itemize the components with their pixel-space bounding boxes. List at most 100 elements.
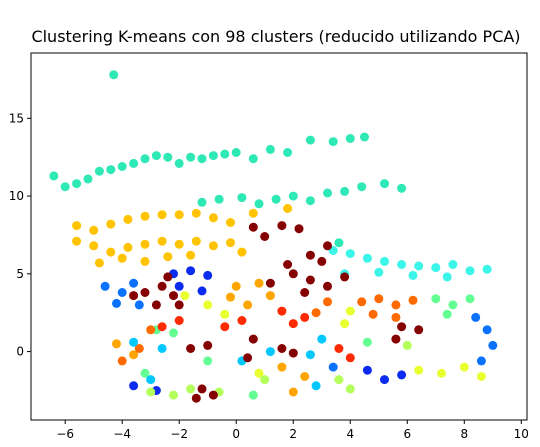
cluster-12-point-21	[397, 322, 407, 332]
cluster-8-point-0	[357, 297, 367, 307]
cluster-9-point-1	[300, 312, 310, 322]
cluster-10-point-3	[305, 350, 315, 360]
cluster-0-point-19	[265, 144, 275, 154]
cluster-7-point-7	[203, 356, 213, 366]
cluster-6-point-6	[437, 368, 446, 378]
chart-title: Clustering K-means con 98 clusters (redu…	[31, 27, 520, 46]
cluster-4-point-8	[476, 356, 486, 366]
cluster-4-point-0	[100, 281, 110, 291]
x-axis: −6 −4 −2 0 2 4 6 8 10	[56, 420, 529, 441]
cluster-7-point-9	[248, 390, 258, 400]
cluster-6-point-2	[220, 309, 230, 319]
cluster-12-point-18	[260, 232, 270, 241]
cluster-5-point-1	[254, 278, 264, 288]
cluster-12-point-6	[163, 272, 173, 282]
cluster-5-point-5	[277, 362, 287, 372]
cluster-9-point-8	[345, 353, 355, 363]
cluster-10-point-0	[129, 337, 139, 347]
cluster-4-point-5	[471, 312, 481, 322]
cluster-1-point-2	[106, 219, 116, 229]
cluster-0-point-26	[214, 194, 224, 204]
cluster-8-point-1	[374, 294, 384, 304]
cluster-0-point-8	[129, 158, 139, 168]
cluster-3-point-1	[186, 266, 196, 276]
cluster-12-point-31	[288, 348, 298, 358]
cluster-0-point-1	[49, 171, 59, 181]
x-tick-label: 8	[460, 427, 468, 441]
cluster-0-point-20	[283, 148, 293, 157]
cluster-0-point-15	[208, 151, 218, 161]
cluster-1-point-9	[226, 218, 235, 227]
cluster-5-point-4	[226, 292, 235, 302]
cluster-12-point-2	[151, 300, 161, 310]
cluster-0-point-14	[197, 154, 207, 164]
y-tick-label: 15	[9, 111, 24, 125]
cluster-0-point-5	[94, 166, 104, 176]
cluster-5-point-3	[243, 300, 253, 310]
cluster-8-point-9	[311, 308, 321, 318]
cluster-4-point-7	[488, 340, 498, 350]
cluster-5-point-8	[112, 339, 121, 349]
cluster-9-point-3	[174, 316, 184, 325]
cluster-5-point-9	[129, 350, 139, 360]
cluster-1-point-26	[186, 250, 196, 260]
cluster-3-point-9	[397, 370, 407, 380]
cluster-6-point-9	[254, 368, 264, 378]
cluster-1-point-16	[140, 239, 150, 249]
cluster-12-point-4	[174, 300, 184, 310]
cluster-11-point-2	[146, 387, 156, 397]
cluster-3-point-7	[362, 365, 372, 375]
cluster-11-point-0	[334, 375, 344, 385]
cluster-0-point-29	[271, 194, 281, 204]
cluster-3-point-2	[203, 270, 213, 280]
cluster-1-point-7	[191, 208, 201, 218]
cluster-0-point-22	[328, 137, 338, 147]
cluster-1-point-14	[106, 247, 116, 257]
cluster-1-point-1	[89, 225, 99, 235]
cluster-0-point-0	[109, 70, 119, 80]
cluster-12-point-26	[208, 390, 218, 400]
cluster-1-point-22	[94, 258, 104, 268]
cluster-0-point-23	[345, 134, 355, 143]
cluster-8-point-4	[368, 309, 378, 319]
cluster-3-point-3	[174, 281, 184, 291]
cluster-9-point-2	[288, 319, 298, 329]
cluster-9-point-4	[157, 322, 167, 332]
cluster-1-point-10	[248, 208, 258, 218]
cluster-6-point-0	[180, 291, 190, 301]
cluster-0-point-30	[288, 191, 298, 201]
scatter-points	[49, 70, 498, 403]
cluster-1-point-3	[123, 214, 133, 224]
cluster-2-point-2	[362, 253, 372, 263]
cluster-12-point-12	[265, 278, 275, 288]
cluster-6-point-7	[459, 362, 469, 372]
cluster-2-point-5	[414, 261, 424, 271]
y-tick-label: 0	[16, 345, 24, 359]
cluster-0-point-18	[248, 154, 258, 164]
cluster-0-point-27	[237, 193, 247, 203]
cluster-2-point-3	[380, 256, 389, 266]
cluster-11-point-1	[345, 384, 355, 394]
y-tick-label: 10	[9, 189, 24, 203]
cluster-5-point-7	[288, 387, 298, 397]
cluster-5-point-0	[231, 281, 241, 291]
cluster-10-point-5	[265, 347, 275, 357]
cluster-12-point-8	[305, 275, 315, 285]
cluster-4-point-3	[112, 298, 121, 308]
cluster-1-point-0	[72, 221, 82, 231]
x-tick-label: −6	[56, 427, 74, 441]
cluster-4-point-4	[134, 300, 144, 310]
cluster-10-point-1	[157, 344, 167, 353]
cluster-10-point-7	[311, 381, 321, 391]
cluster-0-point-12	[174, 158, 184, 168]
cluster-0-point-35	[380, 179, 389, 189]
cluster-0-point-10	[151, 151, 161, 161]
x-tick-label: −4	[113, 427, 131, 441]
cluster-6-point-5	[414, 365, 424, 375]
cluster-12-point-15	[248, 222, 258, 232]
x-tick-label: 6	[403, 427, 411, 441]
cluster-12-point-29	[248, 334, 258, 344]
cluster-11-point-6	[260, 375, 270, 385]
cluster-1-point-15	[123, 242, 133, 252]
